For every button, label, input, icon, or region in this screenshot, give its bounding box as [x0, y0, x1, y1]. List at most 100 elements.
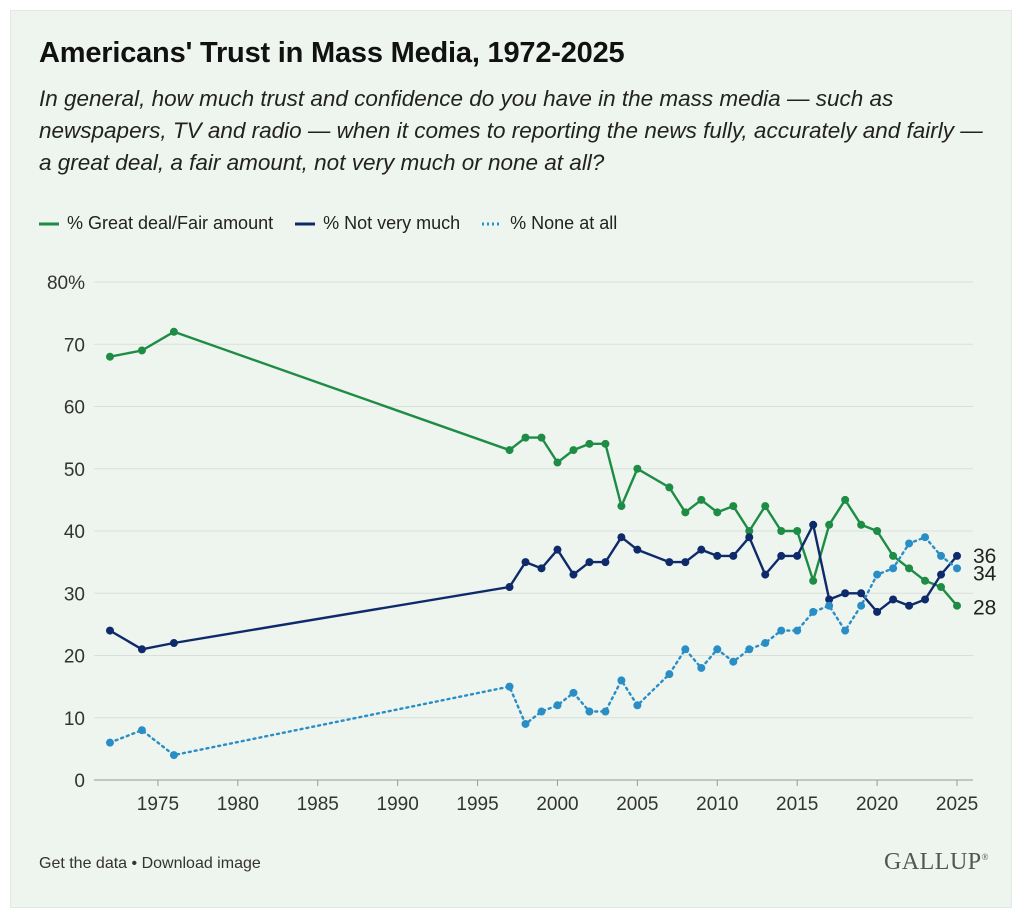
data-point-none-at-all — [105, 738, 114, 747]
data-point-none-at-all — [825, 601, 834, 610]
data-point-not-very-much — [745, 533, 754, 542]
data-point-none-at-all — [729, 657, 738, 666]
y-tick-label: 70 — [64, 335, 85, 356]
data-point-great-deal — [777, 527, 786, 535]
data-point-none-at-all — [777, 626, 786, 635]
y-tick-label: 20 — [64, 647, 85, 668]
data-point-great-deal — [809, 576, 818, 585]
data-point-great-deal — [841, 495, 850, 504]
data-point-none-at-all — [809, 607, 818, 616]
data-point-great-deal — [905, 564, 914, 573]
legend-swatch-none — [482, 222, 503, 225]
data-point-not-very-much — [841, 589, 850, 598]
data-point-not-very-much — [537, 564, 546, 573]
data-point-none-at-all — [793, 626, 802, 635]
data-point-not-very-much — [825, 595, 834, 604]
series-line-not-very-much — [109, 523, 958, 651]
x-tick-label: 1985 — [297, 794, 339, 815]
data-point-not-very-much — [569, 570, 578, 579]
x-tick-label: 2025 — [936, 794, 978, 815]
data-point-none-at-all — [553, 701, 562, 710]
x-tick-label: 1975 — [137, 794, 179, 815]
data-point-none-at-all — [697, 663, 706, 672]
end-value-label: 36 — [973, 545, 996, 568]
data-point-great-deal — [697, 495, 706, 504]
x-tick-label: 2020 — [856, 794, 898, 815]
data-point-none-at-all — [905, 539, 914, 548]
data-point-none-at-all — [569, 688, 578, 697]
data-point-none-at-all — [745, 645, 754, 654]
y-tick-label: 40 — [64, 522, 85, 543]
data-point-not-very-much — [873, 607, 882, 616]
data-point-none-at-all — [873, 570, 882, 579]
y-tick-label: 10 — [64, 709, 85, 730]
data-point-not-very-much — [953, 551, 962, 560]
data-point-great-deal — [553, 458, 562, 467]
x-tick-label: 2005 — [616, 794, 658, 815]
data-point-great-deal — [889, 551, 898, 560]
y-tick-label: 50 — [64, 460, 85, 481]
footer-links: Get the data • Download image — [39, 855, 261, 873]
data-point-not-very-much — [553, 545, 562, 554]
data-point-not-very-much — [665, 558, 674, 567]
data-point-none-at-all — [857, 601, 866, 610]
data-point-not-very-much — [681, 558, 690, 567]
data-point-not-very-much — [713, 551, 722, 560]
series-line-none-at-all — [108, 536, 959, 757]
download-image-link[interactable]: Download image — [141, 855, 261, 872]
data-point-not-very-much — [761, 570, 770, 579]
y-tick-label: 30 — [64, 584, 85, 605]
get-data-link[interactable]: Get the data — [39, 855, 128, 872]
data-point-great-deal — [713, 508, 722, 517]
data-point-great-deal — [585, 439, 594, 448]
data-point-none-at-all — [761, 639, 770, 648]
legend-swatch-not-very-much — [295, 222, 316, 225]
data-point-great-deal — [953, 601, 962, 610]
line-chart: 0 10 20 30 40 50 60 70 80% 1975 1980 1985 1990 1995 20… — [47, 273, 997, 815]
data-point-not-very-much — [889, 595, 898, 604]
x-tick-label: 1980 — [217, 794, 259, 815]
x-tick-label: 2010 — [696, 794, 738, 815]
data-point-not-very-much — [105, 626, 114, 635]
legend-label-great-deal: % Great deal/Fair amount — [67, 213, 274, 233]
data-point-great-deal — [729, 502, 738, 511]
data-point-great-deal — [521, 433, 530, 442]
data-point-not-very-much — [505, 583, 514, 592]
data-point-great-deal — [665, 483, 674, 492]
data-point-great-deal — [793, 527, 802, 535]
data-point-great-deal — [617, 502, 626, 511]
legend-label-not-very-much: % Not very much — [323, 213, 461, 233]
data-point-none-at-all — [713, 645, 722, 654]
legend-swatch-great-deal — [39, 222, 59, 225]
data-point-not-very-much — [633, 545, 642, 554]
data-point-great-deal — [633, 464, 642, 473]
data-point-not-very-much — [729, 551, 738, 560]
y-tick-label: 60 — [64, 398, 85, 419]
data-point-not-very-much — [793, 551, 802, 560]
gallup-logo: GALLUP® — [883, 849, 989, 875]
x-tick-label: 2000 — [536, 794, 578, 815]
data-point-not-very-much — [601, 558, 610, 567]
end-value-label: 28 — [973, 597, 996, 620]
data-point-great-deal — [169, 327, 178, 336]
data-point-not-very-much — [697, 545, 706, 554]
data-point-great-deal — [873, 527, 882, 535]
data-point-none-at-all — [937, 551, 946, 560]
data-point-none-at-all — [521, 719, 530, 728]
y-tick-label: 0 — [74, 771, 85, 792]
data-point-none-at-all — [169, 751, 178, 760]
data-point-none-at-all — [665, 670, 674, 679]
chart-title: Americans' Trust in Mass Media, 1972-202… — [39, 37, 625, 69]
gallup-logo-text: GALLUP — [883, 849, 982, 875]
data-point-great-deal — [921, 576, 930, 585]
data-point-not-very-much — [857, 589, 866, 598]
legend-item-great-deal: % Great deal/Fair amount — [39, 213, 273, 234]
end-value-label: 34 — [973, 562, 997, 585]
data-point-not-very-much — [809, 520, 818, 529]
legend: % Great deal/Fair amount % Not very much… — [39, 213, 617, 234]
data-point-great-deal — [601, 439, 610, 448]
data-point-none-at-all — [505, 682, 514, 691]
data-point-not-very-much — [617, 533, 626, 542]
legend-item-none: % None at all — [482, 213, 617, 234]
data-point-none-at-all — [601, 707, 610, 716]
